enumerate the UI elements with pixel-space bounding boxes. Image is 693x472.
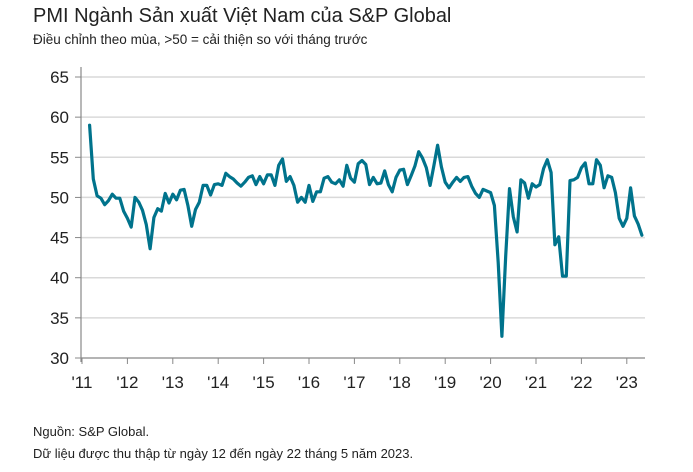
x-tick-label: '14 [207,373,229,392]
x-tick-label: '18 [389,373,411,392]
x-tick-label: '19 [434,373,456,392]
data-collection-note: Dữ liệu được thu thập từ ngày 12 đến ngà… [33,446,414,461]
y-tick-label: 35 [50,309,69,328]
chart-title: PMI Ngành Sản xuất Việt Nam của S&P Glob… [33,5,452,27]
x-tick-label: '20 [480,373,502,392]
x-tick-label: '12 [116,373,138,392]
source-note: Nguồn: S&P Global. [33,424,150,439]
y-tick-label: 45 [50,229,69,248]
y-tick-label: 65 [50,68,69,87]
x-tick-label: '23 [616,373,638,392]
y-tick-label: 30 [50,349,69,368]
chart-subtitle: Điều chỉnh theo mùa, >50 = cải thiện so … [33,32,368,47]
x-tick-label: '22 [570,373,592,392]
x-tick-label: '21 [525,373,547,392]
x-tick-label: '13 [162,373,184,392]
y-tick-label: 55 [50,148,69,167]
x-tick-label: '11 [72,373,93,392]
x-tick-label: '15 [253,373,275,392]
y-tick-label: 60 [50,108,69,127]
y-tick-label: 40 [50,269,69,288]
y-tick-label: 50 [50,188,69,207]
x-tick-label: '17 [343,373,365,392]
x-tick-label: '16 [298,373,320,392]
